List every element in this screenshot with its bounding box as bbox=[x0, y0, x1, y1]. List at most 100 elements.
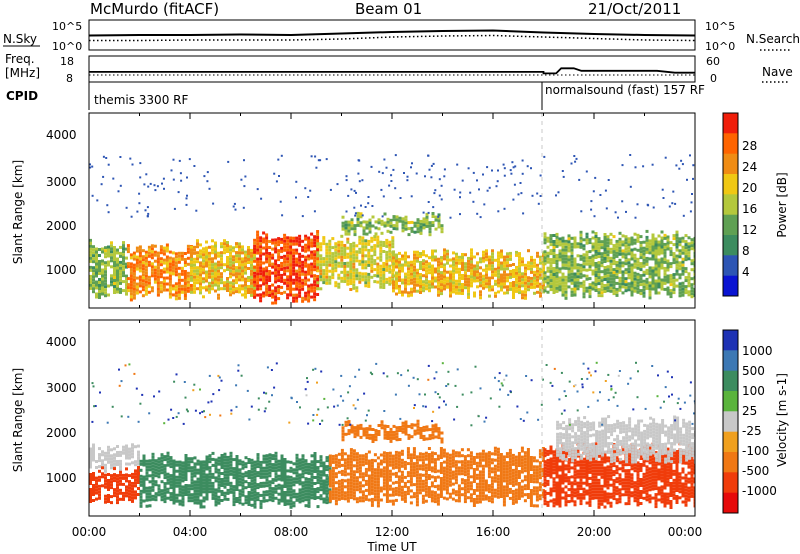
heatmap-cell bbox=[122, 259, 125, 263]
heatmap-cell bbox=[190, 493, 194, 497]
heatmap-cell bbox=[148, 465, 152, 469]
heatmap-cell bbox=[379, 279, 383, 283]
heatmap-cell bbox=[494, 267, 497, 271]
heatmap-cell bbox=[148, 480, 152, 484]
heatmap-cell bbox=[385, 256, 389, 260]
heatmap-cell bbox=[337, 285, 341, 289]
heatmap-cell bbox=[518, 282, 521, 286]
heatmap-cell bbox=[582, 268, 586, 272]
heatmap-cell bbox=[107, 500, 110, 503]
heatmap-cell bbox=[193, 474, 197, 478]
heatmap-cell bbox=[527, 264, 530, 268]
heatmap-cell bbox=[358, 250, 362, 254]
heatmap-cell bbox=[663, 242, 667, 246]
heatmap-cell bbox=[497, 269, 500, 273]
heatmap-cell bbox=[427, 465, 431, 468]
heatmap-cell bbox=[196, 492, 200, 496]
heatmap-cell bbox=[482, 250, 485, 254]
heatmap-cell bbox=[573, 242, 577, 246]
heatmap-cell bbox=[247, 285, 250, 288]
heatmap-cell bbox=[352, 491, 356, 495]
heatmap-cell bbox=[289, 493, 293, 497]
heatmap-cell bbox=[125, 256, 128, 260]
heatmap-cell bbox=[165, 264, 169, 268]
heatmap-cell bbox=[181, 494, 185, 498]
heatmap-cell bbox=[368, 230, 372, 234]
heatmap-cell bbox=[663, 287, 667, 291]
heatmap-cell bbox=[337, 240, 341, 244]
heatmap-cell bbox=[292, 480, 296, 484]
heatmap-cell bbox=[675, 239, 679, 243]
heatmap-cell bbox=[439, 447, 443, 450]
heatmap-cell bbox=[148, 486, 152, 490]
heatmap-cell bbox=[165, 288, 169, 292]
heatmap-cell bbox=[274, 292, 278, 296]
heatmap-cell bbox=[645, 241, 649, 245]
heatmap-cell bbox=[196, 287, 199, 291]
heatmap-cell bbox=[693, 236, 695, 240]
heatmap-cell bbox=[292, 504, 296, 508]
heatmap-cell bbox=[422, 274, 425, 278]
heatmap-cell bbox=[298, 255, 302, 259]
heatmap-cell bbox=[624, 256, 628, 260]
heatmap-cell bbox=[113, 462, 116, 466]
heatmap-cell bbox=[421, 488, 425, 492]
heatmap-cell bbox=[376, 262, 380, 266]
heatmap-cell bbox=[657, 258, 661, 262]
heatmap-cell bbox=[457, 493, 461, 497]
heatmap-cell bbox=[404, 221, 408, 225]
heatmap-cell bbox=[274, 268, 278, 272]
heatmap-cell bbox=[119, 260, 122, 264]
heatmap-cell bbox=[122, 268, 125, 272]
heatmap-cell bbox=[125, 277, 128, 281]
heatmap-cell bbox=[392, 253, 395, 257]
heatmap-cell bbox=[343, 250, 347, 253]
heatmap-cell bbox=[353, 206, 356, 209]
heatmap-cell bbox=[247, 491, 251, 494]
heatmap-cell bbox=[672, 255, 676, 259]
heatmap-cell bbox=[343, 452, 347, 456]
heatmap-cell bbox=[401, 293, 404, 297]
heatmap-cell bbox=[615, 260, 619, 264]
heatmap-cell bbox=[663, 248, 667, 252]
heatmap-cell bbox=[304, 264, 308, 268]
heatmap-cell bbox=[397, 451, 401, 455]
heatmap-cell bbox=[205, 497, 209, 501]
heatmap-cell bbox=[645, 262, 649, 266]
heatmap-cell bbox=[443, 254, 446, 258]
heatmap-cell bbox=[470, 284, 473, 288]
heatmap-cell bbox=[125, 280, 128, 284]
heatmap-cell bbox=[385, 479, 389, 482]
heatmap-cell bbox=[358, 481, 362, 485]
heatmap-cell bbox=[171, 257, 175, 261]
heatmap-cell bbox=[367, 260, 371, 264]
heatmap-cell bbox=[443, 168, 446, 171]
heatmap-cell bbox=[193, 290, 196, 294]
heatmap-cell bbox=[376, 474, 380, 478]
heatmap-cell bbox=[169, 495, 173, 499]
heatmap-cell bbox=[476, 285, 479, 289]
heatmap-cell bbox=[92, 260, 95, 264]
heatmap-cell bbox=[193, 272, 196, 276]
heatmap-cell bbox=[244, 265, 247, 269]
heatmap-cell bbox=[331, 454, 335, 458]
heatmap-cell bbox=[298, 482, 302, 486]
heatmap-cell bbox=[382, 195, 385, 198]
heatmap-cell bbox=[385, 259, 389, 263]
heatmap-cell bbox=[455, 291, 458, 295]
heatmap-cell bbox=[116, 454, 119, 457]
heatmap-cell bbox=[437, 219, 441, 223]
heatmap-cell bbox=[214, 277, 217, 281]
heatmap-cell bbox=[346, 252, 350, 256]
freq-panel-frame bbox=[88, 55, 696, 83]
heatmap-cell bbox=[165, 249, 169, 253]
heatmap-cell bbox=[651, 248, 655, 252]
heatmap-cell bbox=[597, 243, 601, 247]
heatmap-cell bbox=[241, 251, 244, 255]
heatmap-cell bbox=[627, 264, 631, 268]
heatmap-cell bbox=[211, 451, 215, 455]
heatmap-cell bbox=[358, 460, 362, 464]
heatmap-cell bbox=[229, 451, 233, 455]
heatmap-cell bbox=[488, 267, 491, 271]
heatmap-cell bbox=[217, 471, 221, 475]
